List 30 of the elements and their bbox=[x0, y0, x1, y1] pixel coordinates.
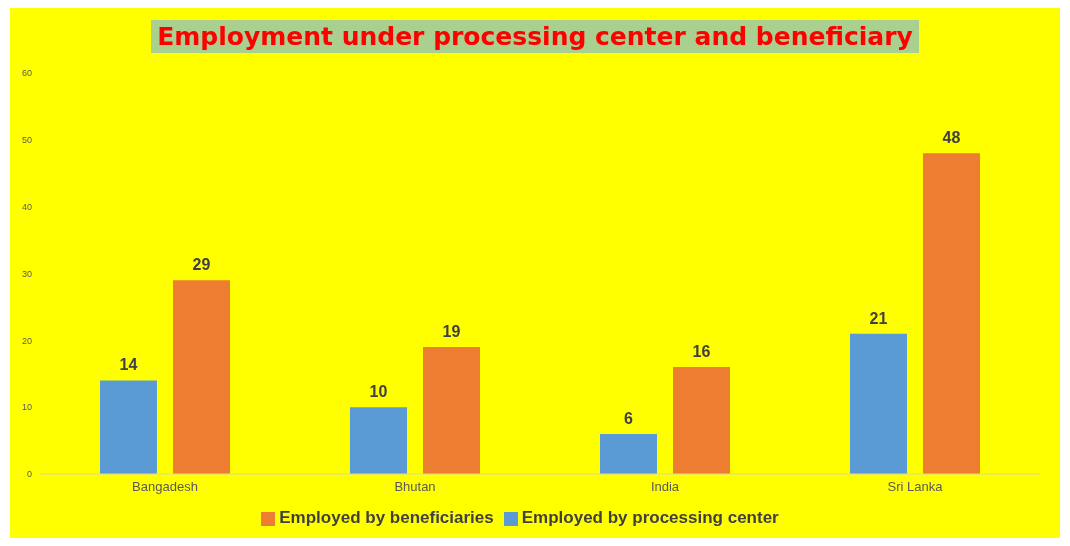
y-tick-label: 10 bbox=[21, 402, 32, 413]
data-label: 19 bbox=[442, 323, 461, 341]
y-tick-label: 30 bbox=[21, 268, 32, 279]
chart-title: Employment under processing center and beneficiary bbox=[151, 20, 919, 53]
data-label: 16 bbox=[692, 343, 711, 361]
bar bbox=[423, 347, 480, 474]
bar bbox=[850, 333, 907, 474]
y-tick-label: 50 bbox=[21, 135, 32, 146]
bar bbox=[173, 280, 230, 474]
x-tick-label: India bbox=[650, 479, 680, 495]
data-label: 6 bbox=[624, 409, 634, 427]
bar bbox=[100, 380, 157, 474]
bar bbox=[350, 407, 407, 474]
y-tick-label: 20 bbox=[21, 335, 32, 346]
x-tick-label: Sri Lanka bbox=[887, 479, 944, 495]
y-tick-label: 60 bbox=[21, 68, 32, 79]
legend-label: Employed by beneficiaries bbox=[279, 508, 494, 527]
x-tick-label: Bhutan bbox=[394, 479, 436, 495]
data-label: 29 bbox=[192, 256, 211, 274]
data-label: 21 bbox=[869, 309, 888, 327]
data-label: 48 bbox=[942, 129, 961, 147]
bar bbox=[673, 367, 730, 474]
bar bbox=[923, 153, 980, 474]
y-tick-label: 0 bbox=[26, 469, 32, 480]
y-tick-label: 40 bbox=[21, 201, 32, 212]
data-label: 10 bbox=[369, 383, 388, 401]
data-label: 14 bbox=[119, 356, 138, 374]
legend-label: Employed by processing center bbox=[521, 508, 779, 527]
bar bbox=[600, 433, 657, 474]
x-tick-label: Bangadesh bbox=[132, 479, 198, 495]
